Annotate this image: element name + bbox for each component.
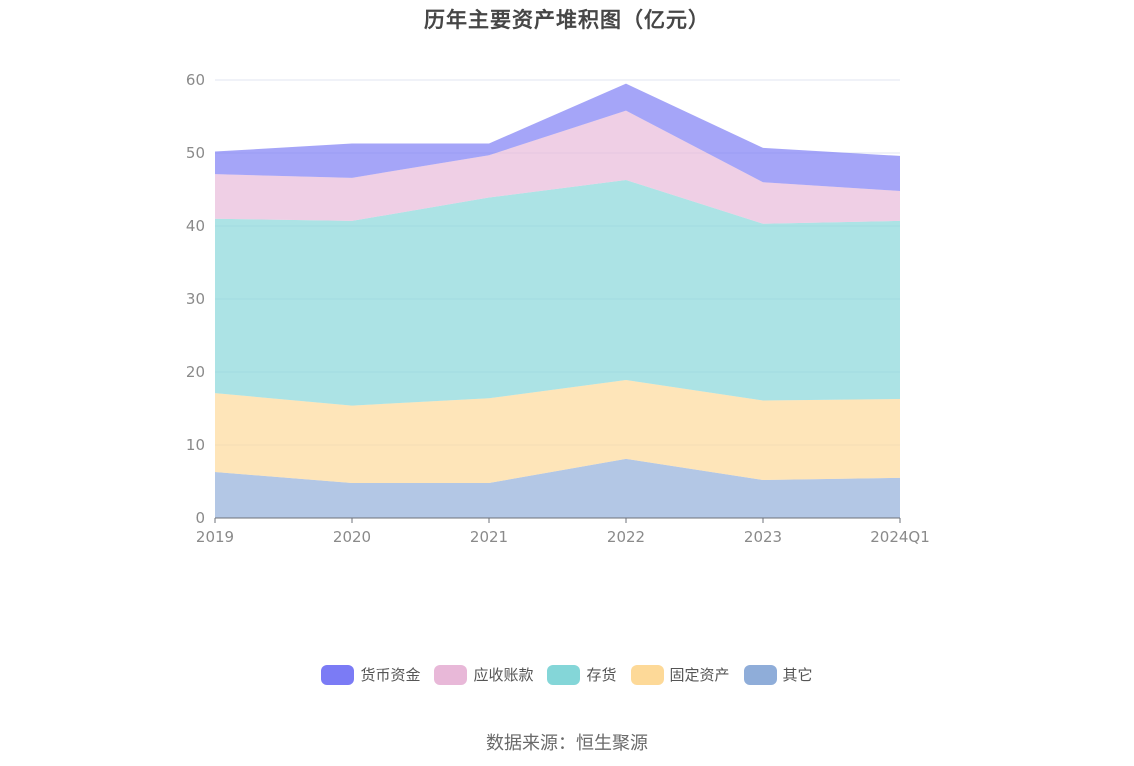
legend-label: 货币资金 [360,666,421,684]
legend-label: 应收账款 [473,666,534,684]
legend-item[interactable]: 货币资金 [321,664,420,685]
x-tick-label: 2019 [196,528,234,546]
x-tick-label: 2022 [607,528,645,546]
y-tick-label: 50 [186,144,205,162]
chart-title: 历年主要资产堆积图（亿元） [424,8,710,32]
y-tick-label: 0 [195,509,205,527]
legend-swatch [630,664,664,685]
legend-item[interactable]: 其它 [743,664,813,685]
area-series-存货 [215,180,900,406]
legend-swatch [743,664,777,685]
legend-item[interactable]: 存货 [547,664,617,685]
legend: 货币资金 应收账款 存货 固定资产 其它 [0,664,1134,685]
x-tick-labels: 2019 2020 2021 2022 2023 2024Q1 [196,528,930,546]
x-tick-label: 2024Q1 [870,528,930,546]
area-series-固定资产 [215,380,900,483]
x-tick-label: 2021 [470,528,508,546]
area-series-货币资金 [215,83,900,191]
y-tick-label: 30 [186,290,205,308]
legend-label: 其它 [782,666,813,684]
legend-swatch [434,664,468,685]
y-tick-label: 60 [186,71,205,89]
legend-label: 存货 [586,666,617,684]
legend-item[interactable]: 应收账款 [434,664,533,685]
legend-item[interactable]: 固定资产 [630,664,730,685]
y-tick-label: 10 [186,436,205,454]
area-series-其它 [215,458,900,518]
y-tick-label: 20 [186,363,205,381]
legend-label: 固定资产 [669,666,730,684]
legend-swatch [321,664,355,685]
area-layer [215,83,900,518]
y-tick-labels: 0 10 20 30 40 50 60 [186,71,205,527]
legend-swatch [547,664,581,685]
axis-layer [214,517,901,523]
area-series-应收账款 [215,110,900,224]
x-tick-label: 2023 [744,528,782,546]
source-note: 数据来源：恒生聚源 [486,733,648,754]
x-tick-label: 2020 [333,528,371,546]
y-tick-label: 40 [186,217,205,235]
